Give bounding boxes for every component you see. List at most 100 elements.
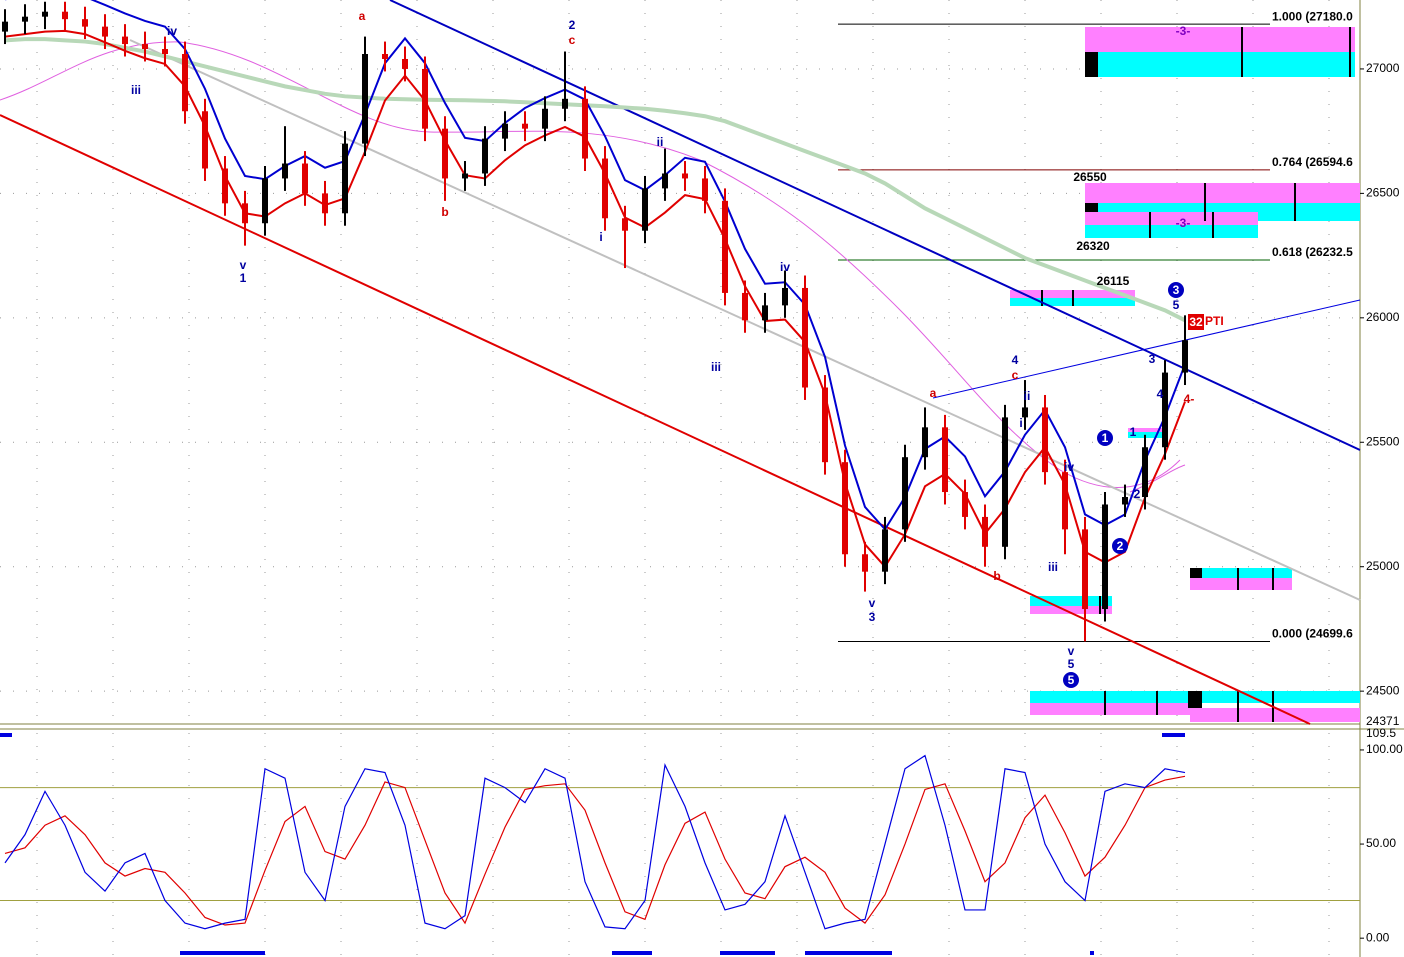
candle-body — [362, 54, 368, 144]
candle-body — [702, 178, 708, 201]
candle-body — [322, 193, 328, 214]
fib-label: 0.000 (24699.6 — [1272, 627, 1353, 641]
candle-body — [742, 292, 748, 321]
candle-body — [1002, 417, 1008, 547]
candle-body — [1062, 472, 1068, 530]
wave-label: i — [1019, 416, 1022, 430]
zone — [1190, 568, 1202, 578]
candle-body — [1082, 529, 1088, 610]
wave-label: 3 — [869, 610, 876, 624]
candle-body — [522, 123, 528, 129]
candle-body — [122, 36, 128, 45]
candle-body — [302, 163, 308, 194]
wave-label: 4 — [1012, 353, 1019, 367]
candle-body — [202, 111, 208, 169]
signal-bar — [720, 951, 775, 955]
wave-label: iv — [1064, 460, 1074, 474]
wave-label: iii — [131, 83, 141, 97]
candle-body — [242, 203, 248, 224]
candle-body — [762, 305, 768, 321]
trendline — [389, 0, 1361, 451]
wave-label: 4- — [1184, 392, 1195, 406]
y-tick-label: 24500 — [1366, 683, 1400, 697]
wave-label: v — [240, 258, 247, 272]
wave-circle — [1097, 430, 1113, 446]
moving-average — [4, 37, 1186, 323]
zone-label: 26115 — [1097, 274, 1130, 288]
zone — [1085, 52, 1355, 77]
candle-body — [1122, 497, 1128, 505]
wave-label: 1 — [240, 271, 247, 285]
candle-body — [722, 200, 728, 293]
zone-label: 26550 — [1073, 170, 1107, 184]
wave-label: 1 — [1130, 425, 1137, 439]
fib-label: 0.764 (26594.6 — [1272, 155, 1353, 169]
wave-label: v — [1068, 644, 1075, 658]
signal-bar — [805, 951, 892, 955]
zone — [1085, 212, 1258, 225]
candle-body — [1042, 407, 1048, 473]
wave-label: a — [359, 9, 366, 23]
candle-body — [822, 387, 828, 463]
wave-label: 5 — [1173, 298, 1180, 312]
signal-bar — [1162, 733, 1185, 737]
y-tick-label: 0.00 — [1366, 930, 1390, 944]
stochastic-line — [4, 775, 1186, 926]
zone — [1190, 578, 1292, 590]
moving-average — [5, 0, 1186, 532]
wave-label: b — [441, 205, 448, 219]
candle-body — [2, 21, 8, 32]
wave-label: 2 — [1134, 487, 1141, 501]
circled-label: 5 — [1068, 673, 1075, 687]
candle-body — [102, 26, 108, 37]
fib-label: 1.000 (27180.0 — [1272, 9, 1353, 23]
signal-bar — [0, 733, 12, 737]
y-tick-label: 100.00 — [1366, 742, 1403, 756]
zone — [1202, 568, 1292, 578]
zone — [1085, 27, 1355, 52]
candle-body — [262, 178, 268, 224]
wave-label: c — [1012, 368, 1019, 382]
candle-body — [902, 457, 908, 530]
y-tick-label: 25500 — [1366, 434, 1400, 448]
candle-body — [802, 287, 808, 388]
wave-circle — [1168, 282, 1184, 298]
wave-label: ii — [1024, 389, 1031, 403]
circled-label: 2 — [1117, 539, 1124, 553]
candle-body — [62, 11, 68, 20]
candle-body — [182, 54, 188, 112]
stochastic-line — [4, 754, 1186, 930]
signal-bar — [1090, 951, 1094, 955]
candle-body — [502, 123, 508, 139]
top-value: 109.5 — [1366, 726, 1396, 740]
y-tick-label: 26500 — [1366, 186, 1400, 200]
zone — [1085, 203, 1098, 212]
candle-body — [662, 173, 668, 189]
candle-body — [82, 19, 88, 27]
circled-label: 3 — [1173, 283, 1180, 297]
candle-body — [1162, 372, 1168, 448]
zone-label: -3- — [1176, 216, 1191, 230]
wave-label: iv — [780, 260, 790, 274]
candle-body — [282, 163, 288, 179]
signal-bar — [180, 951, 265, 955]
candle-body — [222, 168, 228, 204]
projection — [1129, 464, 1186, 493]
candle-body — [482, 138, 488, 174]
y-tick-label: 25000 — [1366, 559, 1400, 573]
candle-body — [542, 108, 548, 129]
candle-body — [162, 49, 168, 55]
candle-body — [622, 218, 628, 231]
candle-body — [42, 11, 48, 17]
candle-body — [842, 462, 848, 555]
candle-body — [1022, 407, 1028, 418]
y-tick-label: 27000 — [1366, 61, 1400, 75]
zone — [1030, 703, 1190, 715]
wave-label: b — [993, 569, 1000, 583]
candle-body — [422, 68, 428, 129]
y-tick-label: 50.00 — [1366, 836, 1396, 850]
pti-count: 32 — [1189, 315, 1203, 329]
wave-label: iii — [1048, 560, 1058, 574]
